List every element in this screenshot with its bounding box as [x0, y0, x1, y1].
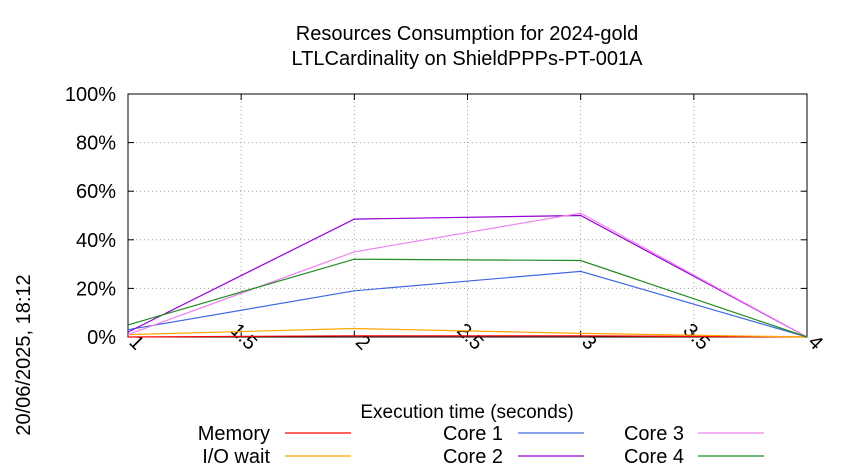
- legend-label-memory: Memory: [198, 423, 270, 445]
- y-tick-label: 40%: [76, 230, 116, 252]
- y-tick-label: 0%: [87, 327, 116, 349]
- x-tick-label: 2.5: [452, 319, 487, 354]
- series-line-memory: [127, 335, 808, 338]
- series-line-i-o-wait: [127, 327, 808, 338]
- series-lines: [127, 212, 808, 338]
- legend-label-core-3: Core 3: [624, 423, 684, 445]
- chart-subtitle: LTLCardinality on ShieldPPPs-PT-001A: [292, 48, 644, 70]
- timestamp-label: 20/06/2025, 18:12: [13, 274, 35, 435]
- y-tick-label: 20%: [76, 278, 116, 300]
- y-axis-ticks: 0% 20% 40% 60% 80% 100%: [65, 84, 807, 349]
- series-line-core-1: [127, 270, 808, 338]
- x-axis-label: Execution time (seconds): [360, 402, 573, 423]
- x-axis-ticks: 1 1.5 2 2.5 3 3.5 4: [125, 94, 827, 355]
- y-tick-label: 100%: [65, 84, 116, 106]
- y-tick-label: 80%: [76, 133, 116, 155]
- series-line-core-4: [127, 258, 808, 338]
- legend-label-core-4: Core 4: [624, 446, 684, 468]
- series-line-core-3: [127, 212, 808, 338]
- legend-label-i-o-wait: I/O wait: [202, 446, 270, 468]
- grid: [128, 94, 807, 337]
- y-tick-label: 60%: [76, 181, 116, 203]
- chart-title: Resources Consumption for 2024-gold: [296, 23, 638, 45]
- series-line-core-2: [127, 214, 808, 338]
- legend-label-core-2: Core 2: [443, 446, 503, 468]
- legend-label-core-1: Core 1: [443, 423, 503, 445]
